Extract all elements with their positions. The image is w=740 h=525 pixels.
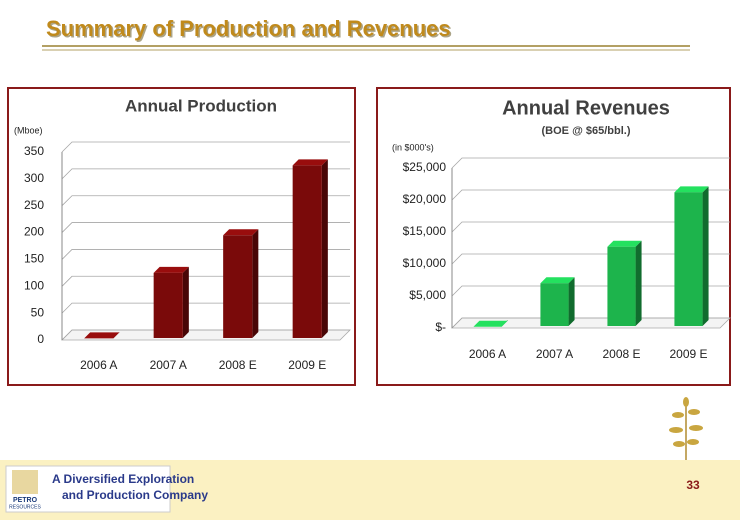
logo-text: PETRO [13,497,38,504]
logo-text: RESOURCES [9,504,41,510]
y-tick-label: $20,000 [403,192,447,206]
chart-title: Annual Revenues [502,97,670,119]
bar-top [473,320,508,327]
bar-side [635,240,642,326]
logo-icon [12,470,38,494]
bar [153,272,183,338]
chart-subtitle: (BOE @ $65/bbl.) [542,125,631,137]
y-tick-label: 50 [31,305,45,319]
x-tick-label: 2009 E [669,347,707,361]
x-tick-label: 2007 A [150,358,187,372]
bar-top [540,277,575,284]
grid-line [61,141,350,153]
bar-side [252,229,259,338]
bar [674,192,703,326]
y-axis-label: (in $000's) [392,142,434,152]
y-tick-label: 350 [24,144,44,158]
grid-line [61,195,350,206]
tagline: A Diversified Exploration [52,472,194,486]
slide-title: Summary of Production and Revenues [46,16,451,41]
slide-title-shadow: Summary of Production and Revenues [48,17,453,42]
page-number: 33 [686,478,700,492]
x-tick-label: 2008 E [602,347,640,361]
y-tick-label: $10,000 [403,256,447,270]
y-tick-label: $5,000 [409,288,446,302]
bar-top [607,240,642,247]
x-tick-label: 2008 E [219,358,257,372]
bar-top [292,159,328,166]
grid-line [61,168,350,180]
y-tick-label: 200 [24,225,44,239]
bar [540,283,569,326]
x-tick-label: 2009 E [288,358,326,372]
bar [292,165,322,338]
bar-side [321,159,328,338]
chart-title: Annual Production [125,96,277,115]
bar-side [568,277,575,326]
y-tick-label: 150 [24,252,44,266]
bar-top [674,186,709,193]
y-tick-label: 300 [24,171,44,185]
y-tick-label: $- [435,320,446,334]
y-axis-label: (Mboe) [14,125,43,135]
x-tick-label: 2007 A [536,347,573,361]
bar [607,246,636,326]
grid-line [451,221,730,233]
y-tick-label: 100 [24,278,44,292]
bar-top [84,332,120,339]
bar-side [182,266,189,338]
y-tick-label: $15,000 [403,224,447,238]
y-tick-label: 250 [24,198,44,212]
bar [223,235,253,338]
x-tick-label: 2006 A [469,347,506,361]
plant-icon [669,397,703,460]
tagline: and Production Company [62,488,208,502]
grid-line [451,189,730,201]
grid-line [61,222,350,233]
x-tick-label: 2006 A [80,358,117,372]
bar-top [153,266,189,273]
y-tick-label: 0 [37,332,44,346]
bar-top [223,229,259,236]
grid-line [451,157,730,169]
y-tick-label: $25,000 [403,160,447,174]
bar-side [702,186,709,326]
chart-frame [376,87,731,386]
